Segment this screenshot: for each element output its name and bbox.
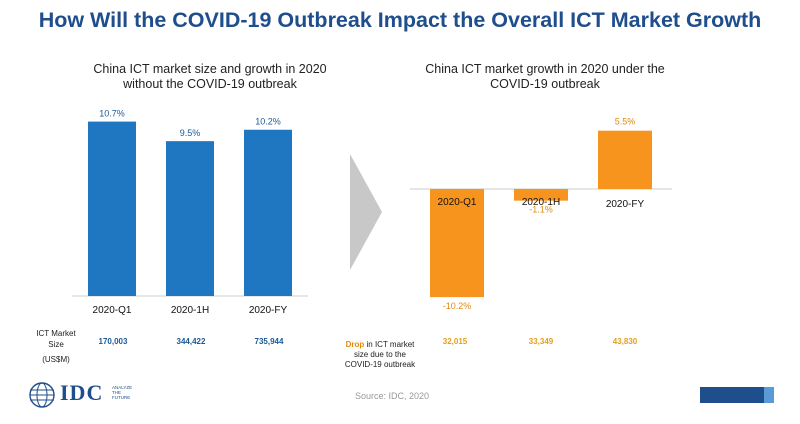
- left-category-label: 2020-FY: [249, 305, 288, 316]
- market-size-q1: 170,003: [98, 337, 128, 346]
- left-subtitle-line2: without the COVID-19 outbreak: [123, 77, 297, 91]
- left-data-label: 9.5%: [180, 128, 201, 138]
- market-size-1h: 344,422: [176, 337, 206, 346]
- drop-value-fy: 43,830: [612, 337, 638, 346]
- left-category-label: 2020-Q1: [93, 305, 132, 316]
- ict-market-size-label: ICT Market Size (US$M): [26, 328, 86, 365]
- logo-tagline-line2: THE: [112, 390, 121, 395]
- right-data-label: 5.5%: [615, 117, 636, 127]
- right-category-label: 2020-1H: [522, 197, 560, 208]
- right-data-label: -10.2%: [443, 301, 472, 311]
- transition-arrow: [350, 154, 382, 270]
- right-subtitle-line2: COVID-19 outbreak: [490, 77, 600, 91]
- right-bar-2020-Q1: [430, 189, 484, 298]
- logo-tagline-line1: ANALYZE: [112, 385, 133, 390]
- drop-label-line2: size due to the: [353, 350, 407, 359]
- right-category-label: 2020-FY: [606, 199, 645, 210]
- ict-market-size-label-line3: (US$M): [42, 355, 70, 364]
- right-bar-2020-1H: [514, 189, 568, 201]
- right-chart-subtitle: China ICT market growth in 2020 under th…: [390, 62, 700, 92]
- globe-icon: [29, 382, 55, 408]
- left-bar-chart: 10.7% 2020-Q1 9.5% 2020-1H 10.2% 2020-FY: [72, 109, 308, 316]
- logo-tagline-line3: FUTURE: [112, 395, 131, 400]
- right-subtitle-line1: China ICT market growth in 2020 under th…: [425, 62, 665, 76]
- left-bar-2020-Q1: [88, 121, 136, 296]
- left-bar-2020-1H: [166, 141, 214, 296]
- left-data-label: 10.7%: [99, 109, 125, 119]
- source-note: Source: IDC, 2020: [355, 391, 430, 401]
- drop-label-line3: COVID-19 outbreak: [344, 360, 416, 369]
- drop-label: Drop in ICT market size due to the COVID…: [335, 340, 425, 370]
- left-bar-2020-FY: [244, 129, 292, 296]
- page-title: How Will the COVID-19 Outbreak Impact th…: [38, 8, 762, 32]
- right-category-label: 2020-Q1: [438, 197, 477, 208]
- ict-market-size-label-line2: Size: [48, 340, 64, 349]
- left-category-label: 2020-1H: [171, 305, 209, 316]
- left-data-label: 10.2%: [255, 117, 281, 127]
- right-bar-2020-FY: [598, 130, 652, 189]
- left-chart-subtitle: China ICT market size and growth in 2020…: [40, 62, 380, 92]
- right-bar-chart: -10.2% 2020-Q1 -1.1%2020-1H 5.5% 2020-FY: [410, 117, 672, 311]
- logo-tagline: ANALYZE THE FUTURE: [112, 385, 132, 400]
- ict-market-size-label-line1: ICT Market: [36, 329, 76, 338]
- idc-logo: IDC ANALYZE THE FUTURE: [28, 380, 158, 410]
- market-size-fy: 735,944: [254, 337, 284, 346]
- drop-value-1h: 33,349: [528, 337, 554, 346]
- drop-value-q1: 32,015: [442, 337, 468, 346]
- drop-word: Drop: [345, 340, 365, 349]
- footer-bar: [700, 387, 764, 403]
- right-data-label: -1.1%: [529, 205, 553, 215]
- left-subtitle-line1: China ICT market size and growth in 2020: [93, 62, 327, 76]
- drop-label-line1: in ICT market: [364, 340, 415, 349]
- logo-text: IDC: [60, 380, 104, 405]
- footer-bar-accent: [764, 387, 774, 403]
